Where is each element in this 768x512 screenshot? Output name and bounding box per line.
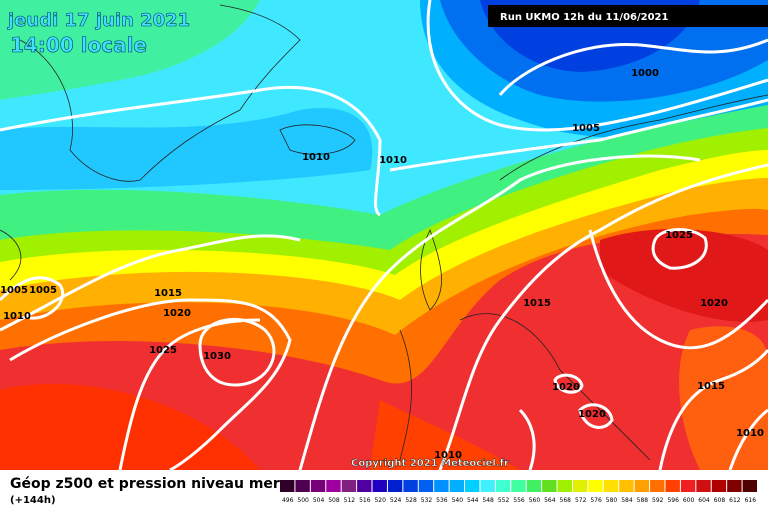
isobar-label: 1025 [149,345,177,356]
scale-swatch [387,480,403,492]
color-scale: 496 500 504 508 512 516 520 524 528 532 536 540 544 5… [280,480,757,504]
coastlines [0,4,768,461]
time-label: 14:00 locale [10,33,147,57]
isobar-label: 1020 [578,409,606,420]
scale-label: 612 [729,497,741,504]
scale-label: 536 [436,497,448,504]
scale-label: 616 [745,497,757,504]
scale-swatch [418,480,434,492]
scale-label: 584 [621,497,633,504]
scale-swatch [727,480,742,492]
scale-swatch [634,480,650,492]
scale-swatch [310,480,326,492]
scale-swatch [680,480,696,492]
scale-label: 564 [544,497,556,504]
isobar-label: 1020 [552,382,580,393]
scale-swatch [572,480,588,492]
scale-label: 528 [405,497,417,504]
scale-label: 608 [714,497,726,504]
isobar-label: 1010 [302,152,330,163]
scale-label: 500 [297,497,309,504]
isobar-label: 1015 [697,381,725,392]
scale-label: 592 [652,497,664,504]
scale-swatch [357,480,372,492]
isobar-label: 1005 [0,285,28,296]
scale-swatch [434,480,449,492]
scale-swatch [341,480,357,492]
scale-swatch [403,480,418,492]
scale-label: 540 [452,497,464,504]
scale-label: 556 [513,497,525,504]
isobar-label: 1010 [3,311,31,322]
scale-label: 532 [421,497,433,504]
run-box [488,5,768,27]
isobar-label: 1005 [29,285,57,296]
scale-swatch [711,480,727,492]
isobar-label: 1030 [203,351,231,362]
scale-label: 508 [328,497,340,504]
isobar-label: 1000 [631,68,659,79]
isobar-label: 1015 [154,288,182,299]
scale-label: 548 [482,497,494,504]
scale-swatch [526,480,542,492]
isobar-label: 1020 [700,298,728,309]
scale-swatch [295,480,310,492]
scale-label: 560 [529,497,541,504]
scale-label: 512 [344,497,356,504]
isobar-label: 1015 [523,298,551,309]
run-label: Run UKMO 12h du 11/06/2021 [500,12,669,23]
scale-label: 588 [637,497,649,504]
legend-title: Géop z500 et pression niveau mer [10,476,280,492]
scale-label: 552 [498,497,510,504]
scale-swatch [603,480,619,492]
isobar-label: 1025 [665,230,693,241]
scale-swatch [665,480,680,492]
scale-swatch [588,480,603,492]
scale-label: 568 [560,497,572,504]
isobar-label: 1010 [736,428,764,439]
isobars [0,0,768,472]
scale-swatch [696,480,711,492]
scale-swatch [619,480,634,492]
scale-label: 572 [575,497,587,504]
copyright: Copyright 2021 Meteociel.fr [351,458,509,469]
scale-label: 580 [606,497,618,504]
scale-label: 604 [698,497,710,504]
scale-swatch [449,480,465,492]
scale-swatch [650,480,665,492]
legend-lead: (+144h) [10,495,56,506]
scale-label: 544 [467,497,479,504]
date-label: jeudi 17 juin 2021 [7,10,190,31]
scale-label: 596 [667,497,679,504]
scale-swatch [742,480,757,492]
scale-label: 516 [359,497,371,504]
header: jeudi 17 juin 2021 14:00 locale Run UKMO… [7,5,768,469]
isobar-label: 1005 [572,123,600,134]
scale-swatch [495,480,511,492]
legend: Géop z500 et pression niveau mer (+144h)… [0,470,768,512]
scale-label: 576 [590,497,602,504]
scale-label: 524 [390,497,402,504]
scale-label: 520 [374,497,386,504]
isobar-label: 1010 [434,450,462,461]
scale-swatch [326,480,341,492]
scale-label: 504 [313,497,325,504]
scale-swatch [280,480,295,492]
isobar-label: 1010 [379,155,407,166]
scale-label: 600 [683,497,695,504]
scale-swatch [465,480,480,492]
scale-swatch [511,480,526,492]
scale-swatch [557,480,572,492]
scale-swatch [480,480,495,492]
scale-swatch [542,480,557,492]
isobar-label: 1020 [163,308,191,319]
scale-swatch [372,480,387,492]
scale-label: 496 [282,497,294,504]
